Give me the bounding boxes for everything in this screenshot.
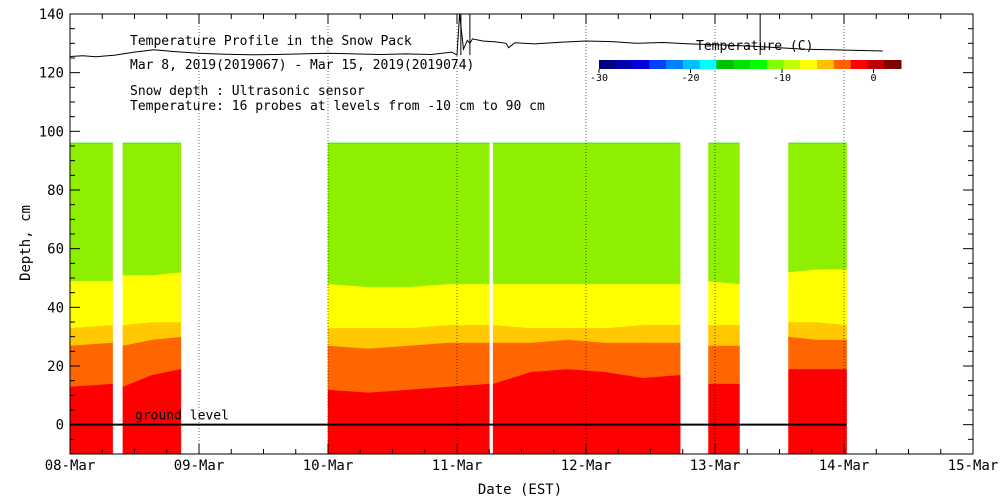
colorbar-swatch (783, 60, 801, 69)
y-tick-label: 40 (47, 300, 64, 316)
colorbar-swatch (884, 60, 902, 69)
x-tick-label: 15-Mar (948, 458, 999, 474)
heatmap-band-5-4 (788, 142, 847, 273)
heatmap-band-1-3 (122, 271, 182, 326)
colorbar-swatch (599, 60, 617, 69)
x-tick-label: 10-Mar (303, 458, 354, 474)
annotation-snow-depth: Snow depth : Ultrasonic sensor (130, 84, 365, 99)
heatmap-band-4-2 (708, 324, 740, 346)
chart-subtitle: Mar 8, 2019(2019067) - Mar 15, 2019(2019… (130, 58, 474, 73)
colorbar-swatch (867, 60, 885, 69)
heatmap-band-2-4 (327, 142, 490, 288)
colorbar-swatch (716, 60, 734, 69)
colorbar-swatch (800, 60, 818, 69)
heatmap-band-0-2 (69, 324, 113, 346)
heatmap-band-2-3 (327, 283, 490, 329)
colorbar-swatch (750, 60, 768, 69)
heatmap-band-3-4 (492, 142, 681, 285)
colorbar-swatch (833, 60, 852, 69)
ground-level-label: ground level (135, 409, 229, 424)
y-tick-label: 100 (39, 124, 64, 140)
heatmap-band-5-2 (788, 321, 847, 340)
snow-depth-line (69, 13, 883, 58)
gridlines (198, 14, 845, 454)
x-tick-label: 09-Mar (174, 458, 225, 474)
heatmap-band-4-1 (708, 345, 740, 384)
colorbar-swatch (766, 60, 785, 69)
colorbar: Temperature (C) -30 -20 -10 0 (590, 39, 902, 84)
heatmap-band-1-4 (122, 142, 182, 276)
x-axis: 08-Mar 09-Mar 10-Mar 11-Mar 12-Mar 13-Mar 14-M… (45, 14, 999, 474)
colorbar-swatch (850, 60, 868, 69)
y-tick-label: 20 (47, 359, 64, 375)
x-tick-label: 12-Mar (561, 458, 612, 474)
colorbar-swatch (649, 60, 667, 69)
colorbar-tick-label: -10 (773, 73, 791, 84)
x-tick-label: 14-Mar (819, 458, 870, 474)
y-tick-label: 140 (39, 7, 64, 23)
heatmap-band-5-1 (788, 336, 847, 370)
colorbar-swatch (699, 60, 717, 69)
x-axis-title: Date (EST) (478, 482, 562, 498)
heatmap-band-0-3 (69, 280, 113, 329)
heatmap-band-5-0 (788, 368, 847, 455)
heatmap-band-5-3 (788, 268, 847, 326)
heatmap-band-4-3 (708, 280, 740, 326)
y-axis: 0 20 40 60 80 100 120 140 (39, 7, 973, 455)
colorbar-label: Temperature (C) (696, 39, 813, 54)
heatmap-band-0-1 (69, 342, 113, 387)
heatmap-band-2-1 (327, 342, 490, 393)
colorbar-swatch (632, 60, 650, 69)
colorbar-tick-label: -30 (590, 73, 608, 84)
colorbar-swatch (682, 60, 701, 69)
annotation-temperature: Temperature: 16 probes at levels from -1… (130, 99, 545, 114)
heatmap-band-2-0 (327, 383, 490, 455)
heatmap-band-4-4 (708, 142, 740, 285)
colorbar-tick-label: -20 (681, 73, 699, 84)
colorbar-swatch (666, 60, 684, 69)
colorbar-swatch (615, 60, 634, 69)
heatmap-band-3-3 (492, 283, 681, 329)
snow-depth-series (69, 13, 883, 58)
y-tick-label: 60 (47, 242, 64, 258)
heatmap-band-0-4 (69, 142, 113, 282)
x-tick-label: 08-Mar (45, 458, 96, 474)
colorbar-swatch (733, 60, 751, 69)
heatmap-band-4-0 (708, 383, 740, 455)
heatmap-layer (69, 142, 847, 455)
colorbar-swatch (817, 60, 835, 69)
x-tick-label: 13-Mar (690, 458, 741, 474)
y-axis-title: Depth, cm (18, 205, 34, 281)
chart-title: Temperature Profile in the Snow Pack (130, 34, 412, 49)
y-tick-label: 80 (47, 183, 64, 199)
y-tick-label: 0 (56, 418, 64, 434)
y-tick-label: 120 (39, 66, 64, 82)
heatmap-band-0-0 (69, 383, 113, 455)
colorbar-tick-label: 0 (871, 73, 877, 84)
heatmap-band-3-0 (492, 368, 681, 455)
x-tick-label: 11-Mar (432, 458, 483, 474)
